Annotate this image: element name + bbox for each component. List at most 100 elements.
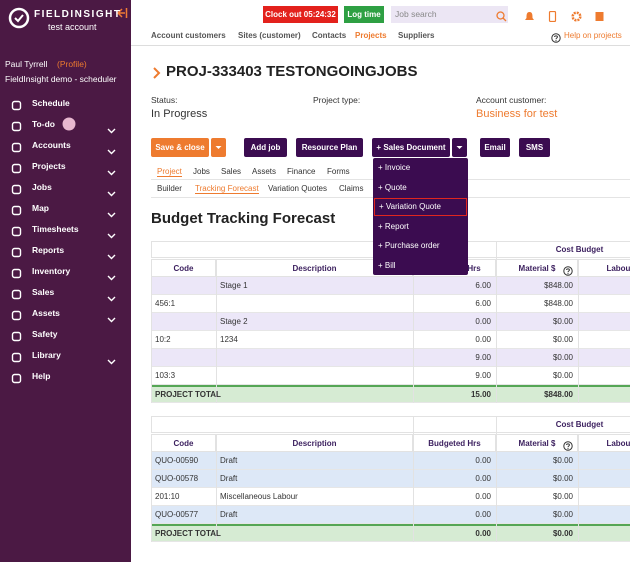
menu-item[interactable]: Help (32, 371, 50, 381)
menu-item[interactable]: Sales (32, 287, 54, 297)
button[interactable]: Email (480, 138, 510, 157)
menu-option[interactable]: + Report (374, 218, 467, 236)
button[interactable]: Add job (244, 138, 287, 157)
cell-border (151, 470, 152, 488)
button[interactable]: + Sales Document (372, 138, 450, 157)
cell-border (216, 506, 217, 524)
nav-link[interactable]: Account customers (151, 31, 226, 40)
cell-border (216, 277, 217, 295)
caret-button[interactable] (211, 138, 226, 157)
cell-border (151, 367, 152, 385)
tab[interactable]: Project (157, 167, 182, 177)
menu-item[interactable]: Schedule (32, 98, 70, 108)
chevron (107, 184, 116, 202)
cell-border (151, 524, 152, 542)
table-cell: 0.00 (413, 331, 491, 349)
menu-item[interactable]: Safety (32, 329, 58, 339)
job-search[interactable]: Job search (391, 6, 508, 23)
table-cell: 456:1 (155, 295, 175, 313)
menu-icon (11, 287, 22, 305)
table-cell: PROJECT TOTAL (155, 385, 221, 403)
table-cell: $0.00 (496, 452, 573, 470)
menu-icon (11, 224, 22, 242)
log-time-button[interactable]: Log time (344, 6, 384, 23)
profile-link[interactable]: (Profile) (57, 59, 87, 69)
cell-border (151, 349, 152, 367)
caret-button[interactable] (452, 138, 467, 157)
tab[interactable]: Sales (221, 167, 241, 176)
menu-icon (11, 308, 22, 326)
table-cell: $0.00 (496, 331, 573, 349)
cell-border (216, 452, 217, 470)
menu-icon (11, 371, 22, 389)
title-chevron (152, 66, 161, 84)
subtab[interactable]: Claims (339, 184, 363, 193)
menu-item[interactable]: Assets (32, 308, 60, 318)
tab[interactable]: Assets (252, 167, 276, 176)
chevron (107, 142, 116, 160)
menu-option[interactable]: + Invoice (374, 159, 467, 177)
tab[interactable]: Finance (287, 167, 315, 176)
menu-option[interactable]: + Purchase order (374, 237, 467, 255)
table-cell: QUO-00578 (155, 470, 198, 488)
button[interactable]: Save & close (151, 138, 209, 157)
menu-item[interactable]: Projects (32, 161, 66, 171)
menu-option[interactable]: + Quote (374, 179, 467, 197)
sidebar: FIELDINSIGHTtest accountPaul Tyrrell(Pro… (0, 0, 131, 562)
chevron (107, 352, 116, 370)
section-title: Budget Tracking Forecast (151, 210, 335, 227)
menu-item[interactable]: Inventory (32, 266, 70, 276)
cell-border (216, 488, 217, 506)
field-label: Account customer: (476, 95, 546, 105)
menu-item[interactable]: Accounts (32, 140, 71, 150)
chevron (107, 289, 116, 307)
table-cell: $848.00 (496, 295, 573, 313)
tab[interactable]: Forms (327, 167, 350, 176)
help-link[interactable]: Help on projects (564, 31, 622, 40)
table-cell: $0.00 (496, 488, 573, 506)
table-cell: Stage 1 (220, 277, 248, 295)
menu-item[interactable]: Library (32, 350, 61, 360)
cell-border (151, 506, 152, 524)
menu-item[interactable]: Reports (32, 245, 64, 255)
logo-icon (8, 6, 30, 30)
menu-item[interactable]: Timesheets (32, 224, 79, 234)
subtab[interactable]: Tracking Forecast (195, 184, 259, 194)
column-header: Labour (578, 259, 630, 277)
column-header: Code (151, 259, 216, 277)
table-cell: Draft (220, 506, 237, 524)
menu-item[interactable]: To-do (32, 119, 55, 129)
menu-icon (11, 98, 22, 116)
chevron (107, 247, 116, 265)
clock-out-button[interactable]: Clock out 05:24:32 (263, 6, 338, 23)
cell-border (578, 524, 579, 542)
table-cell: $0.00 (496, 313, 573, 331)
cell-border (578, 452, 579, 470)
menu-icon (11, 245, 22, 263)
cell-border (578, 295, 579, 313)
nav-link[interactable]: Projects (355, 31, 387, 40)
menu-option[interactable]: + Variation Quote (374, 198, 467, 216)
menu-item[interactable]: Jobs (32, 182, 52, 192)
subtab[interactable]: Builder (157, 184, 182, 193)
button[interactable]: SMS (519, 138, 550, 157)
button[interactable]: Resource Plan (296, 138, 363, 157)
table-cell: Draft (220, 470, 237, 488)
subtab[interactable]: Variation Quotes (268, 184, 327, 193)
menu-icon (11, 329, 22, 347)
sales-document-menu: + Invoice + Quote+ Variation Quote + Repor… (373, 158, 468, 275)
search-icon (496, 9, 507, 27)
nav-link[interactable]: Suppliers (398, 31, 434, 40)
nav-link[interactable]: Sites (customer) (238, 31, 301, 40)
menu-item[interactable]: Map (32, 203, 49, 213)
cell-border (578, 488, 579, 506)
tab[interactable]: Jobs (193, 167, 210, 176)
table-cell: 103:3 (155, 367, 175, 385)
cell-border (151, 452, 152, 470)
nav-link[interactable]: Contacts (312, 31, 346, 40)
account: test account (48, 22, 97, 32)
cell-border (216, 367, 217, 385)
menu-option[interactable]: + Bill (374, 257, 467, 275)
table-cell: $0.00 (496, 470, 573, 488)
field-value[interactable]: Business for test (476, 108, 557, 120)
